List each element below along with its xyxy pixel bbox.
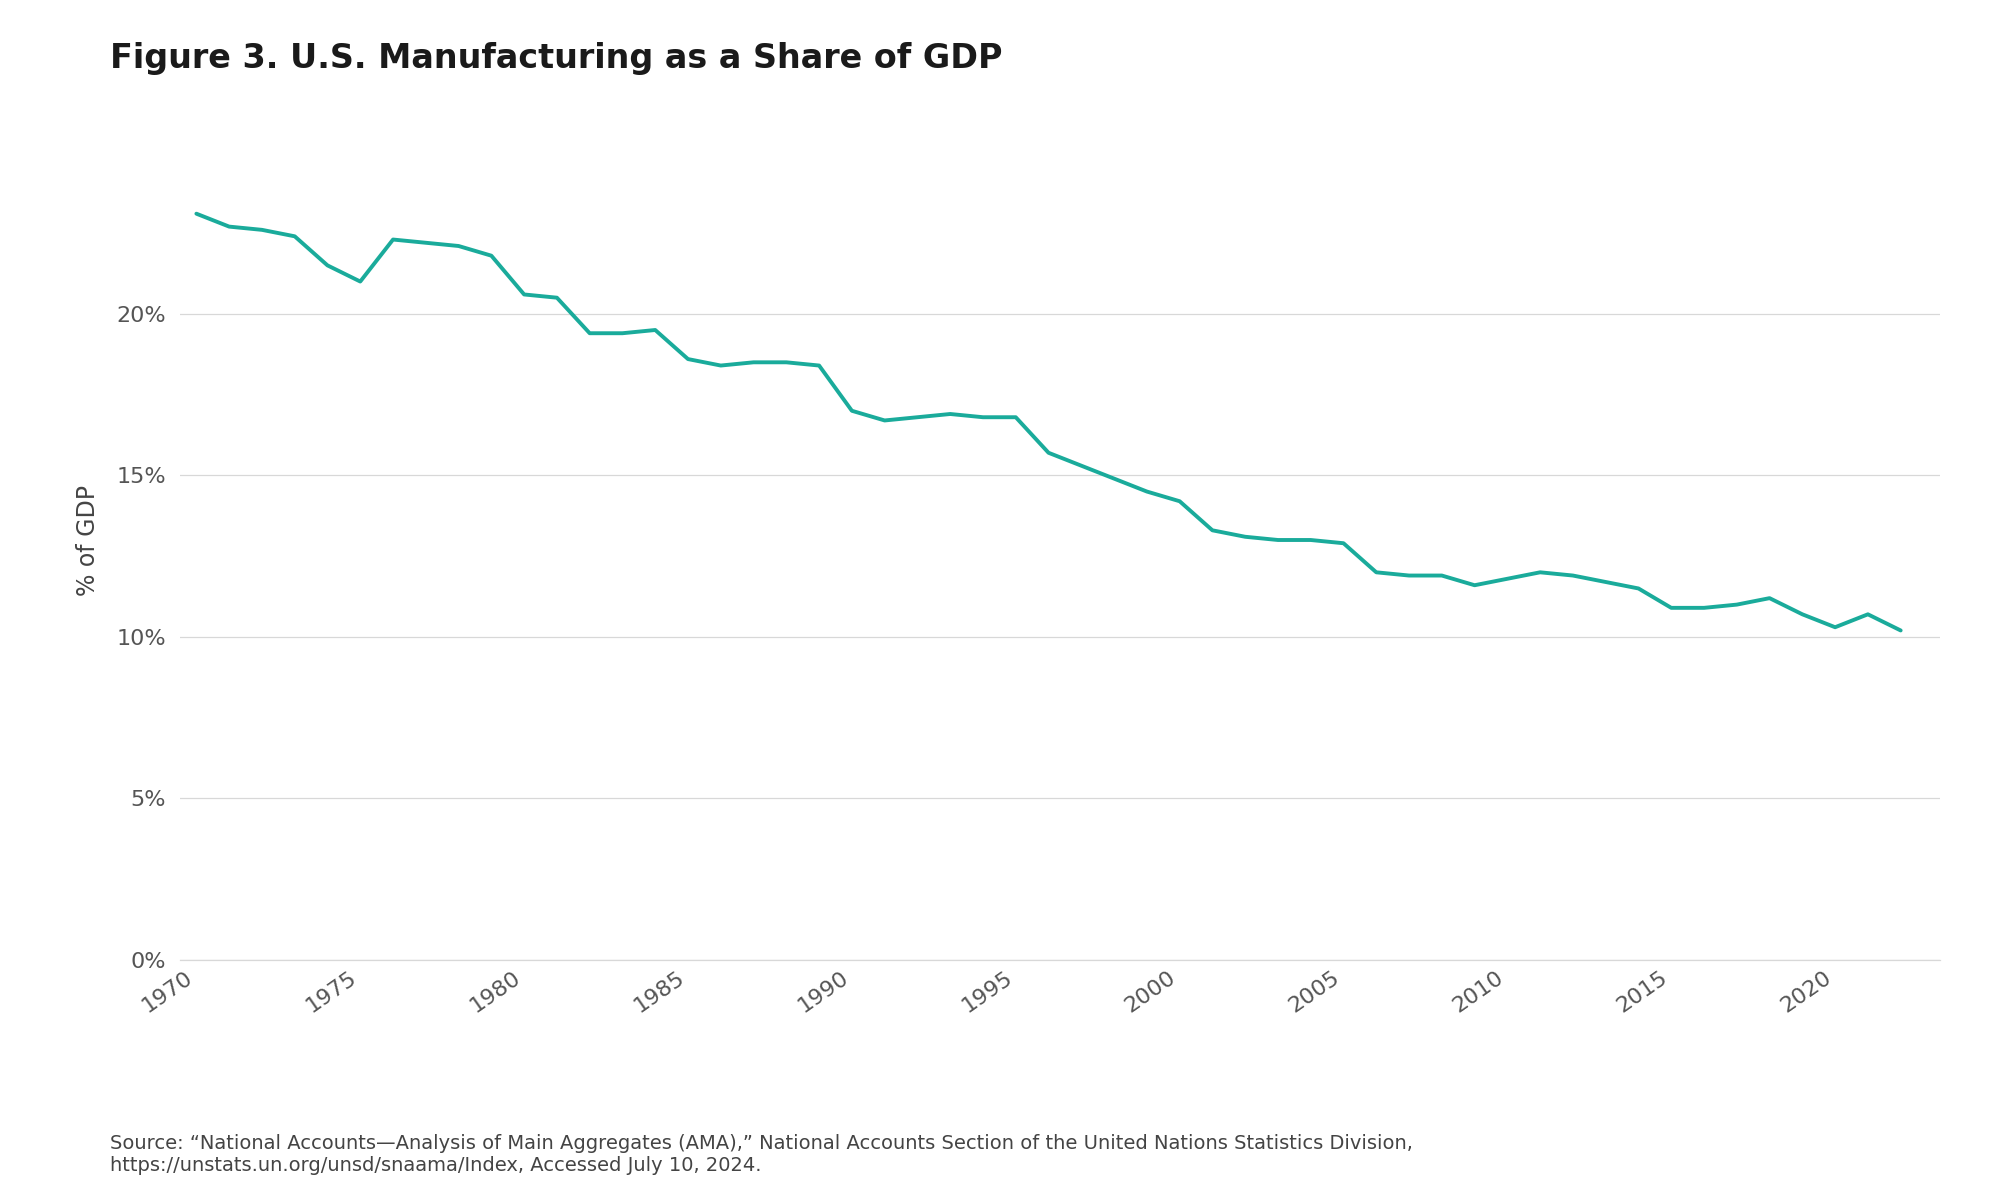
- Text: Source: “National Accounts—Analysis of Main Aggregates (AMA),” National Accounts: Source: “National Accounts—Analysis of M…: [110, 1134, 1412, 1175]
- Text: Figure 3. U.S. Manufacturing as a Share of GDP: Figure 3. U.S. Manufacturing as a Share …: [110, 42, 1002, 74]
- Y-axis label: % of GDP: % of GDP: [76, 485, 100, 595]
